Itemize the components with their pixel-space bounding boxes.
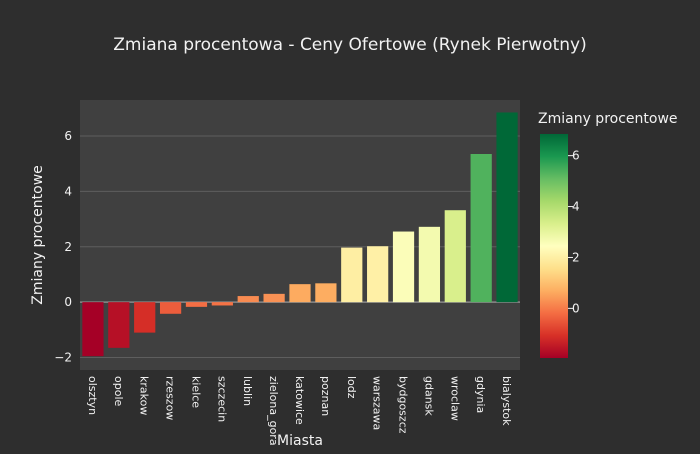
y-tick-label: 0 — [64, 295, 72, 309]
bar-gdynia — [470, 154, 492, 303]
x-tick-labels: olsztyn opole krakow rzeszow kielce szczecin l… — [86, 376, 513, 446]
x-tick-label: gdynia — [474, 376, 487, 413]
x-tick-label: wroclaw — [448, 376, 461, 421]
y-tick-label: 6 — [64, 129, 72, 143]
bar-lublin — [237, 296, 259, 303]
colorbar-ticks: 0 2 4 6 — [568, 149, 580, 315]
bar-olsztyn — [82, 302, 104, 357]
bar-bydgoszcz — [392, 231, 415, 303]
bar-warszawa — [367, 246, 389, 303]
chart-title: Zmiana procentowa - Ceny Ofertowe (Rynek… — [113, 35, 586, 55]
colorbar-tick-label: 2 — [572, 250, 580, 264]
colorbar-tick-label: 0 — [572, 301, 580, 315]
x-tick-label: warszawa — [371, 376, 384, 430]
x-tick-label: bialystok — [500, 376, 513, 426]
y-tick-label: 4 — [64, 184, 72, 198]
x-axis-title: Miasta — [277, 433, 323, 449]
x-tick-label: szczecin — [215, 376, 228, 422]
x-tick-label: lublin — [241, 376, 254, 406]
bar-katowice — [289, 284, 311, 303]
bar-zielona_gora — [263, 293, 285, 303]
bar-poznan — [315, 283, 337, 303]
x-tick-label: olsztyn — [86, 376, 99, 415]
colorbar — [540, 134, 568, 358]
x-tick-label: bydgoszcz — [397, 376, 410, 434]
y-tick-labels: −2 0 2 4 6 — [54, 129, 72, 365]
bar-lodz — [341, 247, 363, 303]
bar-bialystok — [496, 112, 518, 303]
x-tick-label: zielona_gora — [267, 376, 280, 446]
bar-opole — [108, 302, 130, 348]
x-tick-label: opole — [112, 376, 125, 406]
x-tick-label: poznan — [319, 376, 332, 416]
bars — [82, 112, 518, 357]
bar-krakow — [134, 302, 156, 333]
x-tick-label: katowice — [293, 376, 306, 425]
bar-rzeszow — [159, 302, 182, 314]
y-axis-title: Zmiany procentowe — [30, 165, 46, 305]
bar-kielce — [185, 302, 208, 307]
colorbar-title: Zmiany procentowe — [538, 111, 678, 127]
x-tick-label: rzeszow — [164, 376, 177, 420]
bar-szczecin — [211, 302, 233, 306]
y-tick-label: 2 — [64, 240, 72, 254]
y-tick-label: −2 — [54, 351, 72, 365]
bar-wroclaw — [444, 210, 466, 303]
x-tick-label: lodz — [345, 376, 358, 399]
colorbar-tick-label: 4 — [572, 200, 580, 214]
x-tick-label: gdansk — [422, 376, 435, 416]
colorbar-tick-label: 6 — [572, 149, 580, 163]
x-tick-label: krakow — [138, 376, 151, 415]
bar-gdansk — [418, 226, 441, 303]
x-tick-label: kielce — [189, 376, 202, 408]
